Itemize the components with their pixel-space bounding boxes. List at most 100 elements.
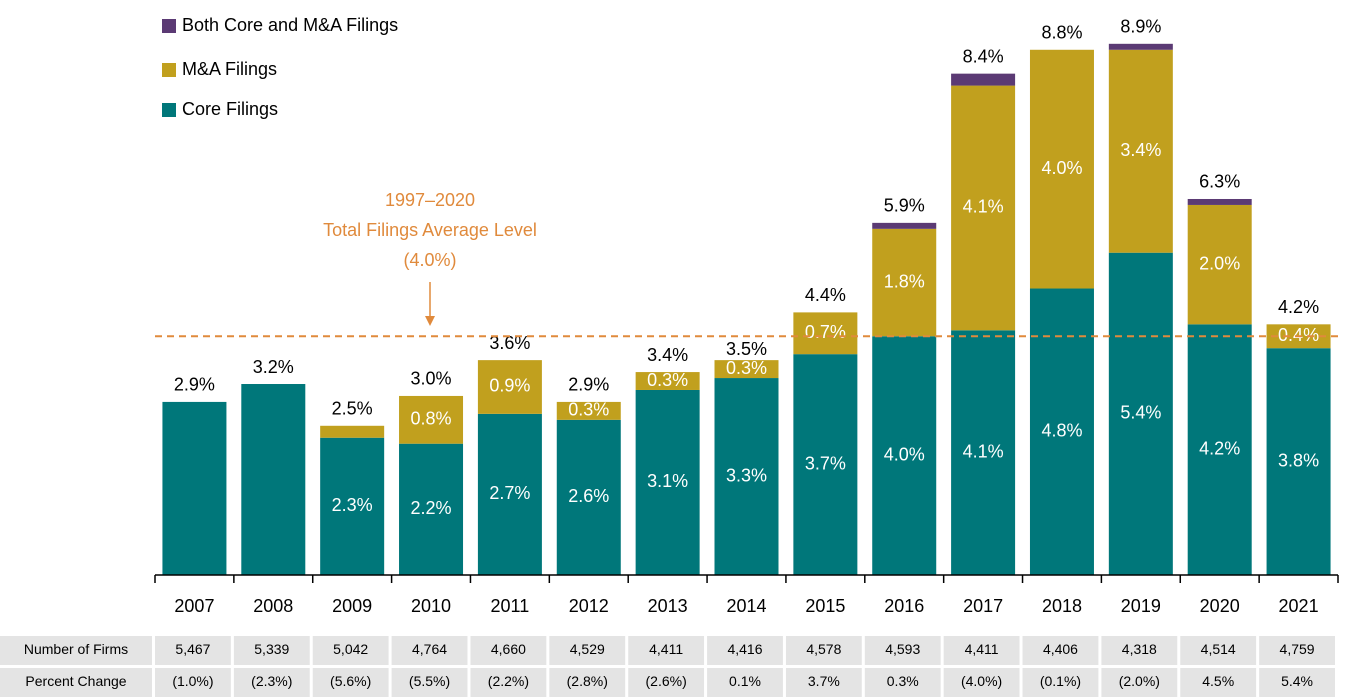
- bar-segment: [241, 384, 306, 575]
- reference-annotation: Total Filings Average Level: [323, 220, 537, 240]
- total-label: 6.3%: [1199, 172, 1240, 192]
- bar-segment: [1187, 204, 1252, 325]
- total-label: 3.5%: [726, 339, 767, 359]
- value-label: 2.0%: [1199, 253, 1240, 273]
- bar-segment: [872, 336, 937, 575]
- bar-segment: [635, 372, 700, 390]
- table-cell: [0, 668, 152, 697]
- value-label: 5.4%: [1120, 403, 1161, 423]
- value-label: 2.2%: [411, 498, 452, 518]
- value-label: 3.8%: [1278, 450, 1319, 470]
- x-tick-label: 2013: [648, 596, 688, 616]
- table-cell: [1180, 636, 1257, 665]
- x-tick-label: 2007: [174, 596, 214, 616]
- bar-segment: [714, 360, 779, 379]
- total-label: 3.0%: [411, 369, 452, 389]
- table-cell: [312, 636, 389, 665]
- legend-swatch: [162, 19, 176, 33]
- value-label: 4.1%: [963, 441, 1004, 461]
- value-label: 0.3%: [647, 370, 688, 390]
- table-cell: [943, 668, 1020, 697]
- table-cell: [1022, 636, 1099, 665]
- table-cell: [1101, 636, 1178, 665]
- x-tick-label: 2008: [253, 596, 293, 616]
- table-value: 5,339: [254, 641, 289, 657]
- bar-segment: [635, 389, 700, 575]
- total-label: 5.9%: [884, 196, 925, 216]
- bar-segment: [399, 395, 464, 444]
- value-label: 4.0%: [1041, 158, 1082, 178]
- table-cell: [0, 636, 152, 665]
- bar-segment: [1187, 324, 1252, 575]
- table-value: 0.3%: [887, 673, 919, 689]
- table-value: 4,660: [491, 641, 526, 657]
- total-label: 2.9%: [174, 375, 215, 395]
- value-label: 0.3%: [568, 400, 609, 420]
- value-label: 0.3%: [726, 358, 767, 378]
- x-tick-label: 2009: [332, 596, 372, 616]
- table-value: 4,759: [1280, 641, 1315, 657]
- table-cell: [943, 636, 1020, 665]
- bar-segment: [951, 73, 1016, 86]
- total-label: 8.4%: [963, 46, 1004, 66]
- total-label: 3.6%: [489, 333, 530, 353]
- table-cell: [470, 636, 547, 665]
- total-label: 2.5%: [332, 399, 373, 419]
- x-tick-label: 2012: [569, 596, 609, 616]
- table-value: 0.1%: [729, 673, 761, 689]
- value-label: 4.2%: [1199, 438, 1240, 458]
- table-value: (4.0%): [961, 673, 1002, 689]
- table-cell: [785, 636, 862, 665]
- value-label: 3.1%: [647, 471, 688, 491]
- table-value: 3.7%: [808, 673, 840, 689]
- value-label: 4.0%: [884, 444, 925, 464]
- value-label: 2.3%: [332, 495, 373, 515]
- bar-segment: [320, 437, 385, 575]
- bar-segment: [1108, 43, 1173, 50]
- table-cell: [707, 668, 783, 697]
- value-label: 1.8%: [884, 271, 925, 291]
- x-tick-label: 2021: [1279, 596, 1319, 616]
- x-tick-label: 2020: [1200, 596, 1240, 616]
- value-label: 0.8%: [411, 409, 452, 429]
- table-cell: [864, 636, 941, 665]
- table-value: 5,042: [333, 641, 368, 657]
- value-label: 3.7%: [805, 453, 846, 473]
- bar-segment: [556, 419, 621, 575]
- x-tick-label: 2019: [1121, 596, 1161, 616]
- table-value: 4,318: [1122, 641, 1157, 657]
- table-value: (1.0%): [172, 673, 213, 689]
- table-cell: [785, 668, 862, 697]
- table-value: 4,529: [570, 641, 605, 657]
- table-cell: [233, 668, 310, 697]
- table-cell: [628, 636, 705, 665]
- total-label: 4.4%: [805, 285, 846, 305]
- table-cell: [1022, 668, 1099, 697]
- bar-segment: [1029, 49, 1094, 289]
- table-cell: [312, 668, 389, 697]
- table-value: 4,593: [885, 641, 920, 657]
- table-cell: [1101, 668, 1178, 697]
- x-tick-label: 2018: [1042, 596, 1082, 616]
- table-value: 4,764: [412, 641, 447, 657]
- table-cell: [549, 668, 626, 697]
- bar-segment: [793, 312, 858, 355]
- table-cell: [864, 668, 941, 697]
- value-label: 3.3%: [726, 465, 767, 485]
- table-value: 4,411: [965, 641, 999, 657]
- x-tick-label: 2015: [805, 596, 845, 616]
- table-cell: [155, 668, 231, 697]
- x-tick-label: 2016: [884, 596, 924, 616]
- table-cell: [391, 636, 468, 665]
- table-value: 4,411: [649, 641, 683, 657]
- table-value: (2.3%): [251, 673, 292, 689]
- table-value: 5,467: [175, 641, 210, 657]
- table-cell: [1259, 668, 1335, 697]
- bar-segment: [1187, 198, 1252, 205]
- table-cell: [1259, 636, 1335, 665]
- bar-segment: [872, 228, 937, 337]
- bar-segment: [320, 425, 385, 438]
- table-value: (2.6%): [646, 673, 687, 689]
- table-value: 4,416: [727, 641, 762, 657]
- value-label: 0.4%: [1278, 325, 1319, 345]
